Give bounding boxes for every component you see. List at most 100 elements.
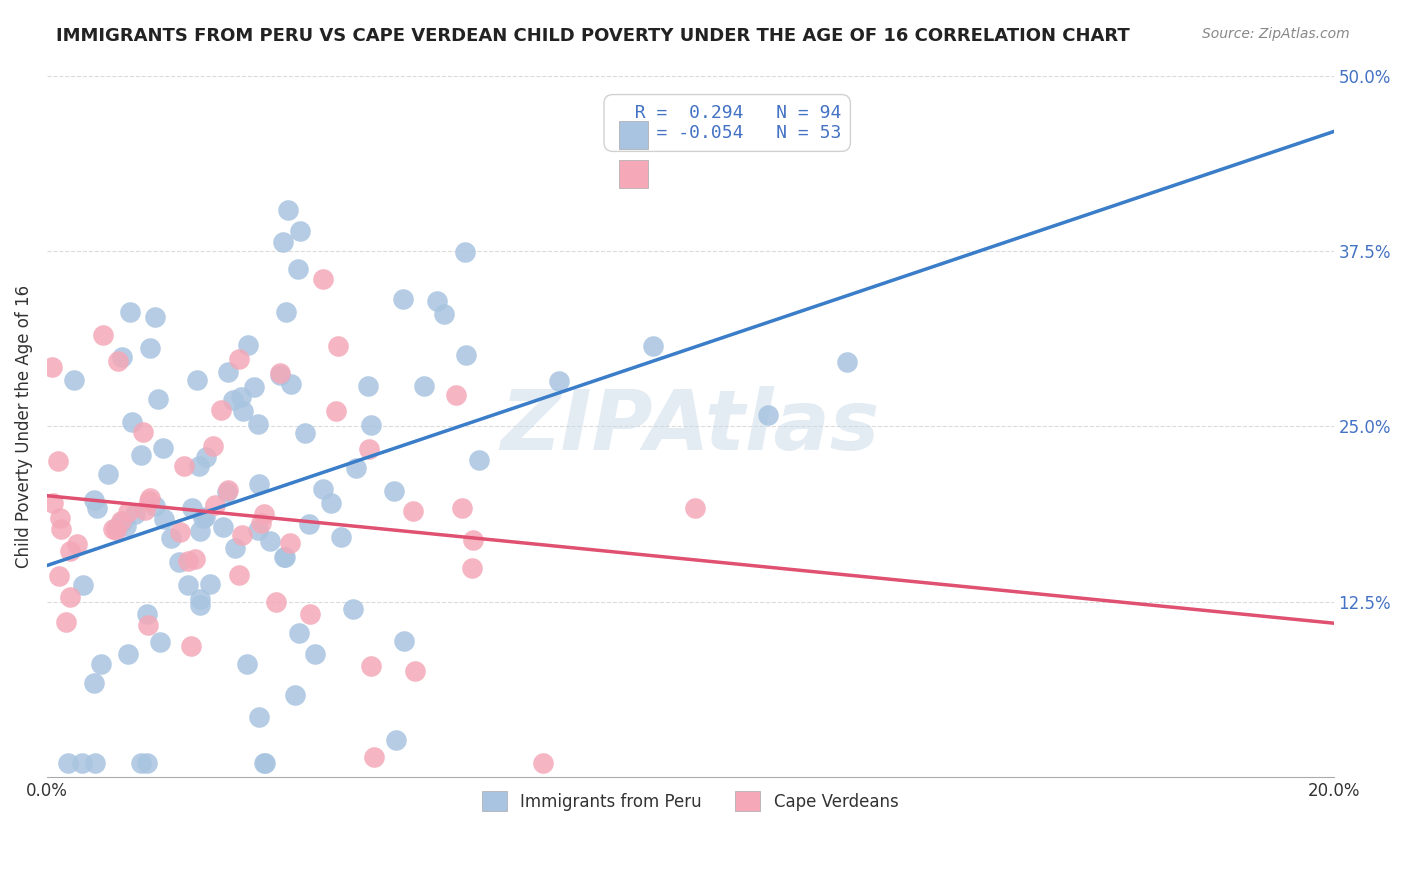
Point — [363, 749, 385, 764]
Point — [132, 425, 155, 440]
Point — [360, 658, 382, 673]
Point — [342, 602, 364, 616]
Point — [298, 516, 321, 531]
Point — [756, 409, 779, 423]
Point — [117, 647, 139, 661]
Point — [287, 625, 309, 640]
Point — [111, 515, 134, 529]
Point — [104, 523, 127, 537]
Point — [426, 293, 449, 308]
Point — [56, 756, 79, 770]
Point — [115, 518, 138, 533]
Point — [146, 392, 169, 406]
Point — [280, 376, 302, 391]
Point — [66, 537, 89, 551]
Point — [129, 448, 152, 462]
Point — [243, 380, 266, 394]
Point — [433, 307, 456, 321]
Point — [460, 561, 482, 575]
Point — [212, 519, 235, 533]
Legend: Immigrants from Peru, Cape Verdeans: Immigrants from Peru, Cape Verdeans — [468, 778, 911, 824]
Point — [328, 338, 350, 352]
Point — [450, 501, 472, 516]
Point — [209, 403, 232, 417]
Point — [404, 664, 426, 678]
Point — [463, 533, 485, 547]
Text: IMMIGRANTS FROM PERU VS CAPE VERDEAN CHILD POVERTY UNDER THE AGE OF 16 CORRELATI: IMMIGRANTS FROM PERU VS CAPE VERDEAN CHI… — [56, 27, 1130, 45]
Point — [91, 327, 114, 342]
Point — [131, 756, 153, 770]
Point — [48, 569, 70, 583]
Point — [120, 305, 142, 319]
Point — [193, 510, 215, 524]
Point — [384, 732, 406, 747]
Text: R =  0.294   N = 94
  R = -0.054   N = 53: R = 0.294 N = 94 R = -0.054 N = 53 — [613, 103, 841, 143]
Point — [280, 536, 302, 550]
Point — [357, 379, 380, 393]
Point — [228, 568, 250, 582]
Point — [319, 496, 342, 510]
Point — [217, 365, 239, 379]
Point — [247, 476, 270, 491]
Point — [454, 348, 477, 362]
Point — [329, 530, 352, 544]
FancyBboxPatch shape — [620, 121, 648, 149]
Point — [180, 501, 202, 516]
Point — [138, 341, 160, 355]
Point — [247, 523, 270, 537]
Point — [59, 544, 82, 558]
Point — [391, 292, 413, 306]
Point — [110, 514, 132, 528]
Point — [84, 756, 107, 770]
Point — [402, 504, 425, 518]
Point — [46, 453, 69, 467]
Point — [177, 578, 200, 592]
Point — [72, 578, 94, 592]
Point — [250, 516, 273, 530]
Point — [231, 528, 253, 542]
Point — [202, 439, 225, 453]
Point — [188, 598, 211, 612]
Point — [49, 522, 72, 536]
Point — [284, 688, 307, 702]
Point — [41, 360, 63, 375]
Point — [232, 404, 254, 418]
Point — [264, 595, 287, 609]
Point — [382, 484, 405, 499]
Point — [86, 500, 108, 515]
Point — [304, 647, 326, 661]
Point — [325, 404, 347, 418]
Point — [269, 368, 291, 382]
Point — [360, 417, 382, 432]
Point — [454, 245, 477, 260]
Point — [271, 235, 294, 249]
Point — [136, 618, 159, 632]
Point — [274, 549, 297, 564]
Point — [153, 512, 176, 526]
Point — [194, 509, 217, 524]
Point — [49, 510, 72, 524]
Point — [124, 508, 146, 522]
Point — [194, 450, 217, 464]
Point — [177, 554, 200, 568]
Y-axis label: Child Poverty Under the Age of 16: Child Poverty Under the Age of 16 — [15, 285, 32, 567]
Point — [188, 524, 211, 539]
Point — [392, 634, 415, 648]
Point — [277, 202, 299, 217]
Point — [180, 639, 202, 653]
Point — [184, 552, 207, 566]
Point — [287, 261, 309, 276]
Point — [231, 390, 253, 404]
Point — [107, 354, 129, 368]
Point — [97, 467, 120, 481]
Point — [228, 351, 250, 366]
Point — [412, 378, 434, 392]
Point — [290, 224, 312, 238]
Point — [224, 541, 246, 556]
Point — [152, 442, 174, 456]
Point — [217, 483, 239, 497]
Point — [247, 710, 270, 724]
Point — [837, 355, 859, 369]
Point — [254, 756, 277, 770]
Point — [134, 502, 156, 516]
